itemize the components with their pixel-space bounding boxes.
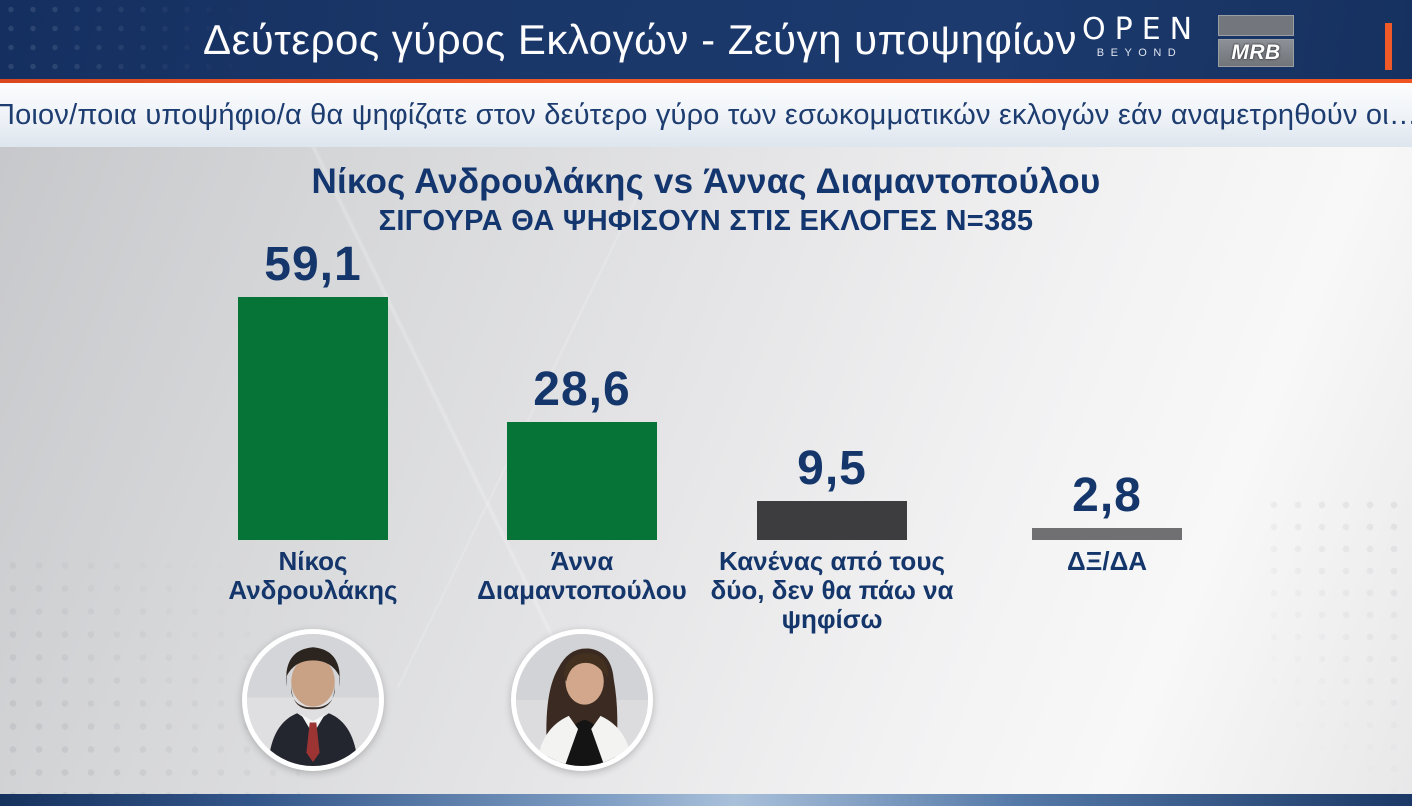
mrb-logo-text: MRB bbox=[1218, 39, 1294, 67]
bar-column-none: 9,5 Κανένας από τους δύο, δεν θα πάω να … bbox=[692, 147, 972, 787]
bar-area: 9,5 bbox=[692, 230, 972, 540]
candidate-photo-diamantopoulou bbox=[511, 629, 653, 771]
bar-area: 2,8 bbox=[982, 230, 1232, 540]
bar-value-label: 59,1 bbox=[264, 238, 362, 291]
orange-accent-bar bbox=[1385, 23, 1392, 70]
bar-category-label: Άννα Διαμαντοπούλου bbox=[477, 546, 687, 606]
bar-none bbox=[757, 501, 907, 540]
bar-category-label: Νίκος Ανδρουλάκης bbox=[228, 546, 398, 606]
female-portrait-illustration bbox=[516, 634, 648, 766]
bar-column-dk-na: 2,8 ΔΞ/ΔΑ bbox=[982, 147, 1232, 787]
bar-column-diamantopoulou: 28,6 Άννα Διαμαντοπούλου bbox=[457, 147, 707, 787]
bar-area: 28,6 bbox=[457, 230, 707, 540]
bar-dk-na bbox=[1032, 528, 1182, 540]
bar-column-androulakis: 59,1 Νίκος Ανδρουλάκης bbox=[188, 147, 438, 787]
male-portrait-illustration bbox=[247, 634, 379, 766]
candidate-photo-androulakis bbox=[242, 629, 384, 771]
mrb-logo: MRB bbox=[1218, 15, 1294, 67]
bottom-gradient-strip bbox=[0, 794, 1412, 806]
mrb-logo-top-block bbox=[1218, 15, 1294, 36]
chart-subtitle: ΣΙΓΟΥΡΑ ΘΑ ΨΗΦΙΣΟΥΝ ΣΤΙΣ ΕΚΛΟΓΕΣ Ν=385 bbox=[378, 205, 1034, 237]
poll-question: Ποιον/ποια υποψήφιο/α θα ψηφίζατε στον δ… bbox=[0, 98, 1412, 131]
open-channel-logo: OPEN BEYOND bbox=[1082, 14, 1197, 66]
bar-value-label: 2,8 bbox=[1072, 469, 1142, 522]
bar-value-label: 9,5 bbox=[797, 442, 867, 495]
page-title: Δεύτερος γύρος Εκλογών - Ζεύγη υποψηφίων bbox=[203, 15, 1077, 63]
chart-stage: Νίκος Ανδρουλάκης vs Άννας Διαμαντοπούλο… bbox=[0, 147, 1412, 794]
bar-area: 59,1 bbox=[188, 230, 438, 540]
bar-category-label: ΔΞ/ΔΑ bbox=[1066, 546, 1148, 576]
header-bar: Δεύτερος γύρος Εκλογών - Ζεύγη υποψηφίων… bbox=[0, 0, 1412, 79]
open-logo-word: OPEN bbox=[1082, 12, 1202, 47]
open-logo-subword: BEYOND bbox=[1096, 47, 1183, 59]
orange-divider-line bbox=[0, 79, 1412, 83]
bar-androulakis bbox=[238, 297, 388, 540]
bar-category-label: Κανένας από τους δύο, δεν θα πάω να ψηφί… bbox=[710, 546, 954, 635]
question-bar: Ποιον/ποια υποψήφιο/α θα ψηφίζατε στον δ… bbox=[0, 83, 1412, 147]
bar-value-label: 28,6 bbox=[533, 363, 631, 416]
chart-title: Νίκος Ανδρουλάκης vs Άννας Διαμαντοπούλο… bbox=[311, 162, 1101, 201]
bar-diamantopoulou bbox=[507, 422, 657, 540]
